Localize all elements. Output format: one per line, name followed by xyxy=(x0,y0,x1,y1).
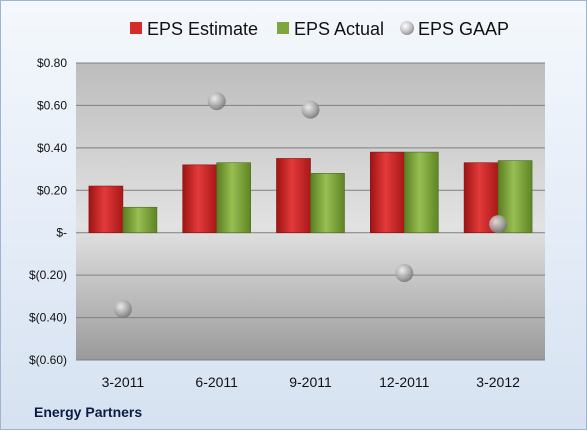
bar-eps-estimate xyxy=(88,185,124,234)
bar-eps-actual xyxy=(216,162,251,234)
x-category-label: 6-2011 xyxy=(195,374,238,390)
y-tick-label: $0.60 xyxy=(37,98,67,112)
legend-swatch-estimate xyxy=(130,22,142,34)
x-category-label: 12-2011 xyxy=(379,374,430,390)
x-category-label: 3-2011 xyxy=(102,374,145,390)
x-axis-categories: 3-2011 6-2011 9-2011 12-2011 3-2012 xyxy=(102,374,520,390)
y-tick-label: $- xyxy=(56,226,67,240)
legend-label-actual: EPS Actual xyxy=(294,19,384,39)
y-tick-label: $0.80 xyxy=(37,56,67,70)
marker-eps-gaap xyxy=(301,100,320,119)
company-name: Energy Partners xyxy=(34,404,142,420)
marker-eps-gaap xyxy=(489,215,508,234)
x-category-label: 3-2012 xyxy=(476,374,520,390)
x-category-label: 9-2011 xyxy=(289,374,332,390)
bar-eps-estimate xyxy=(369,151,405,234)
marker-eps-gaap xyxy=(207,92,226,111)
bar-eps-estimate xyxy=(182,164,217,234)
legend: EPS Estimate EPS Actual EPS GAAP xyxy=(130,19,509,39)
y-tick-label: $0.20 xyxy=(37,183,67,197)
y-axis-ticks: $0.80 $0.60 $0.40 $0.20 $- $(0.20) $(0.40) $(0.… xyxy=(29,56,67,367)
y-tick-label: $(0.20) xyxy=(29,268,67,282)
y-tick-label: $0.40 xyxy=(37,141,67,155)
marker-eps-gaap xyxy=(395,264,414,283)
bar-eps-estimate xyxy=(276,158,311,234)
legend-label-estimate: EPS Estimate xyxy=(147,19,258,39)
bar-eps-actual xyxy=(403,151,439,234)
legend-label-gaap: EPS GAAP xyxy=(418,19,509,39)
bar-eps-actual xyxy=(310,173,345,234)
legend-swatch-actual xyxy=(277,22,289,34)
legend-swatch-gaap xyxy=(400,21,414,35)
marker-eps-gaap xyxy=(113,300,132,319)
y-tick-label: $(0.40) xyxy=(29,311,67,325)
gaap-markers xyxy=(113,92,508,319)
y-tick-label: $(0.60) xyxy=(29,353,67,367)
bar-eps-actual xyxy=(122,206,158,234)
bars xyxy=(88,151,533,234)
